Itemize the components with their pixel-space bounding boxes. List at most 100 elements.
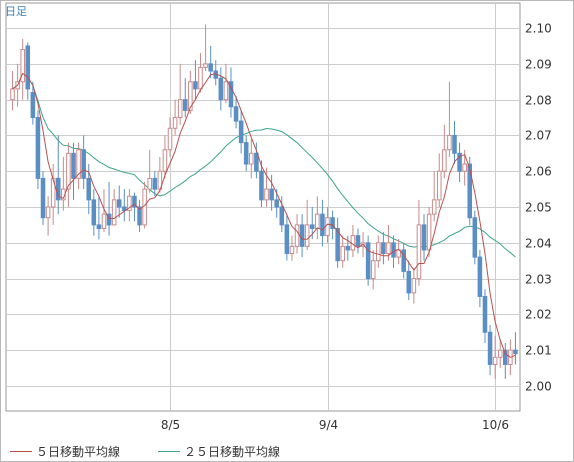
ma5-legend-label: ５日移動平均線 (36, 445, 121, 459)
candle-body-up (325, 217, 330, 237)
candle-body-down (391, 242, 396, 258)
candle-body-down (503, 349, 508, 365)
candle (492, 335, 498, 379)
candle-body-down (71, 152, 76, 179)
ma5-line (12, 72, 516, 358)
candle (421, 214, 427, 261)
candle (442, 124, 447, 179)
candle-body-up (386, 242, 391, 255)
candle-body-down (401, 249, 406, 272)
candle-body-down (182, 99, 188, 111)
candle (452, 121, 457, 165)
candle (198, 53, 203, 93)
ma25-layer (12, 72, 516, 258)
candle (30, 81, 36, 125)
candle-body-down (25, 45, 31, 90)
candle-body-up (492, 356, 498, 365)
candle (116, 185, 122, 218)
ma5-layer (12, 72, 516, 358)
candle (71, 142, 76, 200)
candle (76, 142, 81, 190)
candle (249, 139, 254, 179)
candle-body-up (162, 149, 168, 172)
candle-body-up (10, 88, 15, 101)
candle-body-down (238, 120, 244, 144)
y-tick-label: 2.02 (525, 308, 552, 322)
candle-body-down (467, 163, 473, 219)
candle-body-down (299, 224, 305, 247)
candle (152, 171, 158, 197)
candle (208, 45, 213, 79)
ma5-line-swatch (10, 451, 32, 452)
x-axis-labels: 8/5 9/4 10/6 (161, 418, 509, 432)
candle (35, 110, 41, 190)
candle (436, 153, 442, 207)
y-tick-label: 2.08 (525, 94, 552, 108)
candle-body-up (294, 224, 300, 247)
candle (106, 181, 112, 236)
candle-body-down (81, 149, 86, 179)
y-tick-label: 2.10 (525, 22, 552, 36)
candle-body-down (137, 206, 142, 226)
ma25-line (12, 72, 516, 258)
candle-body-up (111, 199, 117, 226)
candle-body-up (147, 177, 152, 190)
candle-body-down (320, 213, 325, 237)
candle-body-down (284, 224, 290, 255)
candle (182, 78, 188, 118)
candle-body-down (309, 224, 315, 229)
candle-body-down (132, 195, 137, 208)
candle-body-up (45, 206, 51, 219)
candle-body-up (20, 49, 25, 83)
candle (243, 135, 249, 172)
candle (193, 60, 198, 100)
candle (513, 332, 518, 365)
candle (254, 142, 259, 179)
x-tick-label: 10/6 (482, 418, 509, 432)
candle (45, 196, 51, 236)
candle-body-down (193, 81, 198, 90)
y-tick-label: 2.09 (525, 58, 552, 72)
candle (365, 235, 371, 286)
candle-body-down (335, 227, 340, 262)
candle (370, 249, 376, 290)
candle-body-down (243, 142, 249, 165)
candle-body-up (289, 245, 295, 255)
candle (50, 164, 56, 225)
candle (147, 149, 152, 193)
candle-body-up (127, 195, 132, 212)
y-axis-labels: 2.10 2.09 2.08 2.07 2.06 2.05 2.04 2.03 2.02 2.01… (525, 22, 552, 394)
candle-body-up (426, 213, 432, 251)
period-label[interactable]: 日足 (5, 5, 27, 18)
candle (177, 63, 183, 125)
y-tick-label: 2.07 (525, 129, 552, 143)
candle (416, 199, 422, 286)
candle-body-down (487, 331, 493, 365)
y-tick-label: 2.06 (525, 165, 552, 179)
candle (10, 71, 15, 111)
candle-body-down (228, 81, 234, 108)
candle-body-down (421, 224, 427, 251)
candle (218, 67, 224, 111)
candle-body-down (233, 106, 239, 122)
candle-body-up (436, 170, 442, 201)
candle (223, 63, 229, 104)
candle (20, 38, 25, 100)
candle-body-down (122, 206, 127, 212)
candle (487, 325, 493, 376)
candle-body-up (442, 149, 447, 172)
candle-body-up (416, 224, 422, 280)
candle-body-up (431, 199, 437, 215)
candle (472, 210, 478, 265)
candle-body-up (101, 213, 107, 229)
candle-body-up (177, 99, 183, 119)
candle (81, 135, 86, 190)
candle (315, 196, 320, 240)
candle-body-down (91, 199, 97, 226)
candle (355, 228, 361, 254)
candle-body-up (447, 134, 452, 151)
candle (40, 171, 46, 225)
candle-body-down (279, 206, 285, 226)
price-chart: 2.10 2.09 2.08 2.07 2.06 2.05 2.04 2.03 2.02 2.01… (5, 2, 552, 432)
candle (284, 214, 290, 261)
